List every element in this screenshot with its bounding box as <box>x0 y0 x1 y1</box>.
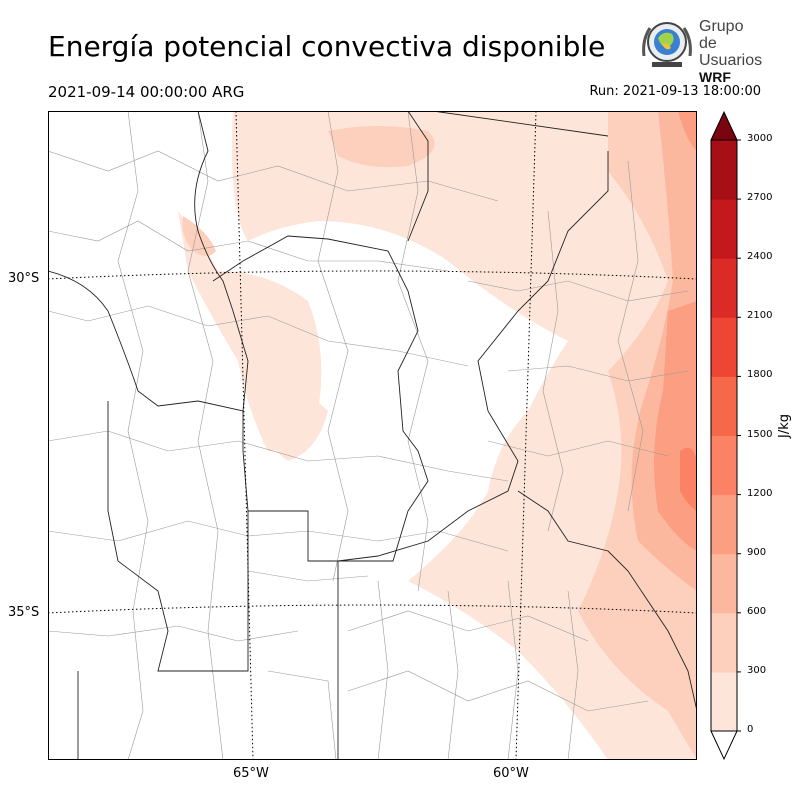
logo: Grupo de Usuarios WRF <box>638 16 763 85</box>
logo-line1: Grupo de <box>699 18 744 52</box>
lat-label-35s: 35°S <box>8 605 40 620</box>
cape-shade-1c <box>182 216 216 256</box>
meridian-60w <box>515 111 537 760</box>
colorbar <box>710 110 741 761</box>
cape-shade-3b <box>678 111 697 151</box>
globe-seal-icon <box>642 22 692 67</box>
cape-shade-4 <box>680 447 697 511</box>
colorbar-band <box>711 612 737 673</box>
colorbar-tick-label: 2100 <box>747 310 773 322</box>
colorbar-tick-label: 900 <box>747 546 767 558</box>
colorbar-band <box>711 258 737 318</box>
run-time: Run: 2021-09-13 18:00:00 <box>589 84 761 99</box>
logo-line3: WRF <box>699 69 731 85</box>
colorbar-tick-label: 2700 <box>747 192 773 204</box>
parallel-30s <box>48 270 697 280</box>
colorbar-min-triangle <box>710 730 738 761</box>
colorbar-band <box>711 376 737 436</box>
admin-boundaries <box>48 111 689 760</box>
colorbar-tick-label: 2400 <box>747 251 773 263</box>
province-boundaries <box>48 111 697 760</box>
lat-label-30s: 30°S <box>8 271 40 286</box>
colorbar-extend-triangle <box>710 110 738 141</box>
colorbar-tick-label: 3000 <box>747 133 773 144</box>
cape-map <box>48 111 697 760</box>
colorbar-tick-label: 0 <box>747 724 754 735</box>
colorbar-band <box>711 553 737 614</box>
colorbar-tick-label: 1200 <box>747 487 773 499</box>
colorbar-band <box>711 317 737 377</box>
cape-shade-1b <box>328 126 435 168</box>
lon-label-65w: 65°W <box>233 766 269 781</box>
colorbar-tick-label: 600 <box>747 605 767 617</box>
colorbar-band <box>711 435 737 496</box>
colorbar-band <box>711 671 737 732</box>
colorbar-band <box>711 140 737 200</box>
meridian-65w <box>235 111 254 760</box>
cape-shade-0 <box>232 111 697 760</box>
graticule <box>48 111 697 760</box>
colorbar-band <box>711 199 737 259</box>
cape-fill-layer <box>178 111 697 760</box>
colorbar-unit: J/kg <box>777 414 792 438</box>
valid-time: 2021-09-14 00:00:00 ARG <box>48 83 245 101</box>
colorbar-tick-label: 1800 <box>747 369 773 381</box>
colorbar-tick-label: 300 <box>747 664 767 676</box>
logo-line2: Usuarios <box>699 52 763 69</box>
colorbar-band <box>711 494 737 555</box>
colorbar-tick-label: 1500 <box>747 428 773 440</box>
cape-shade-0c <box>258 388 328 461</box>
lon-label-60w: 60°W <box>493 766 529 781</box>
chart-title: Energía potencial convectiva disponible <box>48 30 606 63</box>
parallel-35s <box>48 604 697 614</box>
